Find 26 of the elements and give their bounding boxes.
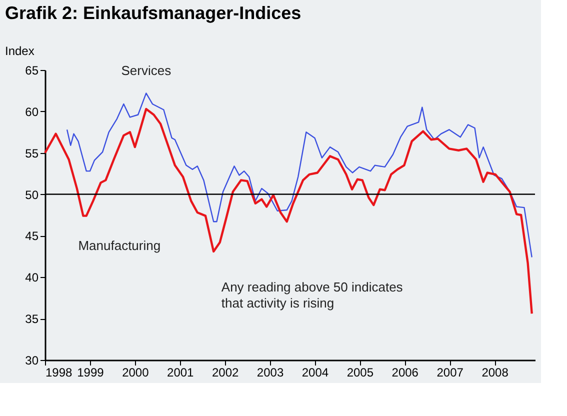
x-tick-label: 2002 (212, 366, 239, 380)
series-label: Services (121, 63, 172, 78)
y-tick-label: 50 (25, 188, 39, 202)
y-tick-label: 40 (25, 270, 39, 285)
annotation: Any reading above 50 indicates that activity is rising (221, 280, 404, 311)
x-tick-label: 2003 (256, 366, 284, 380)
x-tick-label: 2008 (482, 366, 509, 380)
line-series (44, 108, 533, 315)
y-axis-title: Index (5, 44, 34, 58)
x-tick-label: 2006 (392, 366, 419, 380)
y-tick-label: 30 (25, 354, 39, 368)
y-tick-label: 45 (25, 229, 39, 244)
x-tick-label: 1998 (46, 366, 73, 380)
x-tick-label: 2005 (346, 366, 374, 380)
y-tick-label: 55 (25, 146, 39, 160)
y-tick-label: 60 (25, 104, 39, 119)
x-tick-label: 2004 (302, 366, 329, 380)
y-tick-label: 35 (25, 312, 39, 326)
chart-title: Grafik 2: Einkaufsmanager-Indices (5, 3, 302, 23)
line-series (66, 92, 532, 258)
x-tick-label: 2001 (167, 366, 194, 380)
x-tick-label: 2000 (122, 366, 150, 380)
y-tick-label: 65 (25, 64, 39, 78)
x-tick-label: 2007 (436, 366, 464, 380)
series-label: Manufacturing (78, 238, 161, 253)
x-tick-label: 1999 (77, 366, 104, 380)
